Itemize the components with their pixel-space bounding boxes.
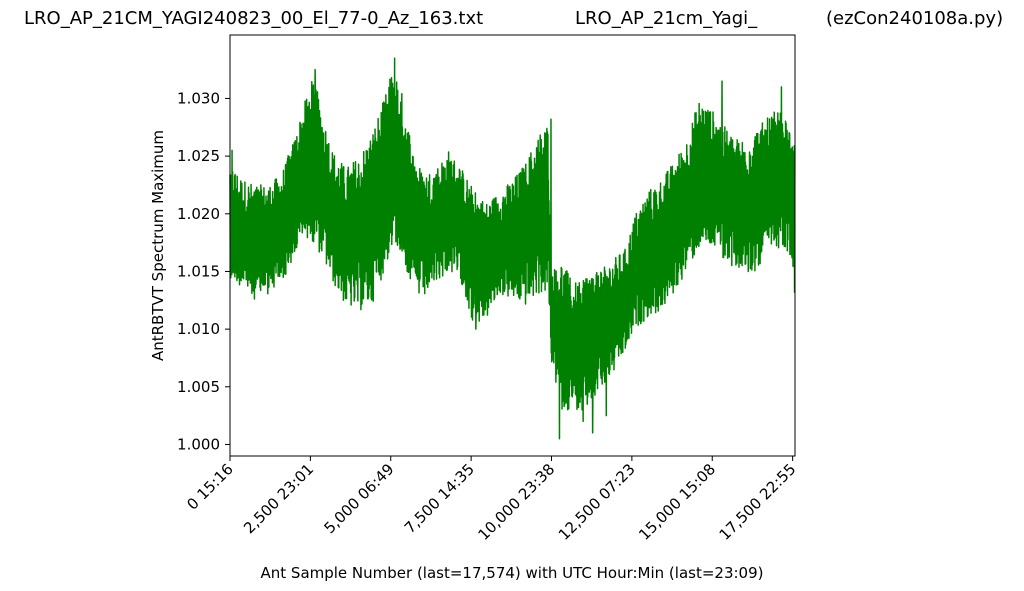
- y-tick-label: 1.015: [177, 262, 220, 280]
- x-axis: 0 15:16 2,500 23:01 5,000 06:49 7,500 14:35…: [183, 456, 799, 544]
- y-tick-label: 1.000: [177, 435, 220, 453]
- plot-series-area: [229, 57, 796, 440]
- x-tick-label: 0 15:16: [183, 460, 236, 513]
- series-line: [229, 57, 796, 440]
- y-tick-label: 1.010: [177, 320, 220, 338]
- x-tick-label: 7,500 14:35: [401, 460, 478, 537]
- plot-frame: [229, 34, 796, 457]
- x-tick-label: 2,500 23:01: [240, 460, 317, 537]
- x-axis-label: Ant Sample Number (last=17,574) with UTC…: [261, 564, 764, 582]
- y-tick-label: 1.020: [177, 205, 220, 223]
- chart-title-left: LRO_AP_21CM_YAGI240823_00_El_77-0_Az_163…: [24, 8, 484, 29]
- x-tick-label: 5,000 06:49: [321, 460, 398, 537]
- y-tick-label: 1.030: [177, 89, 220, 107]
- x-tick-label: 17,500 22:55: [716, 460, 800, 544]
- x-tick-label: 10,000 23:38: [475, 460, 559, 544]
- x-tick-label: 12,500 07:23: [555, 460, 639, 544]
- y-tick-label: 1.025: [177, 147, 220, 165]
- x-tick-label: 15,000 15:08: [635, 460, 719, 544]
- y-axis: 1.000 1.005 1.010 1.015 1.020 1.025 1.030: [177, 89, 230, 453]
- chart-title-right: (ezCon240108a.py): [826, 8, 1004, 29]
- y-axis-label: AntRBTVT Spectrum Maximum: [149, 130, 167, 361]
- y-tick-label: 1.005: [177, 378, 220, 396]
- chart-title-middle: LRO_AP_21cm_Yagi_: [575, 8, 758, 29]
